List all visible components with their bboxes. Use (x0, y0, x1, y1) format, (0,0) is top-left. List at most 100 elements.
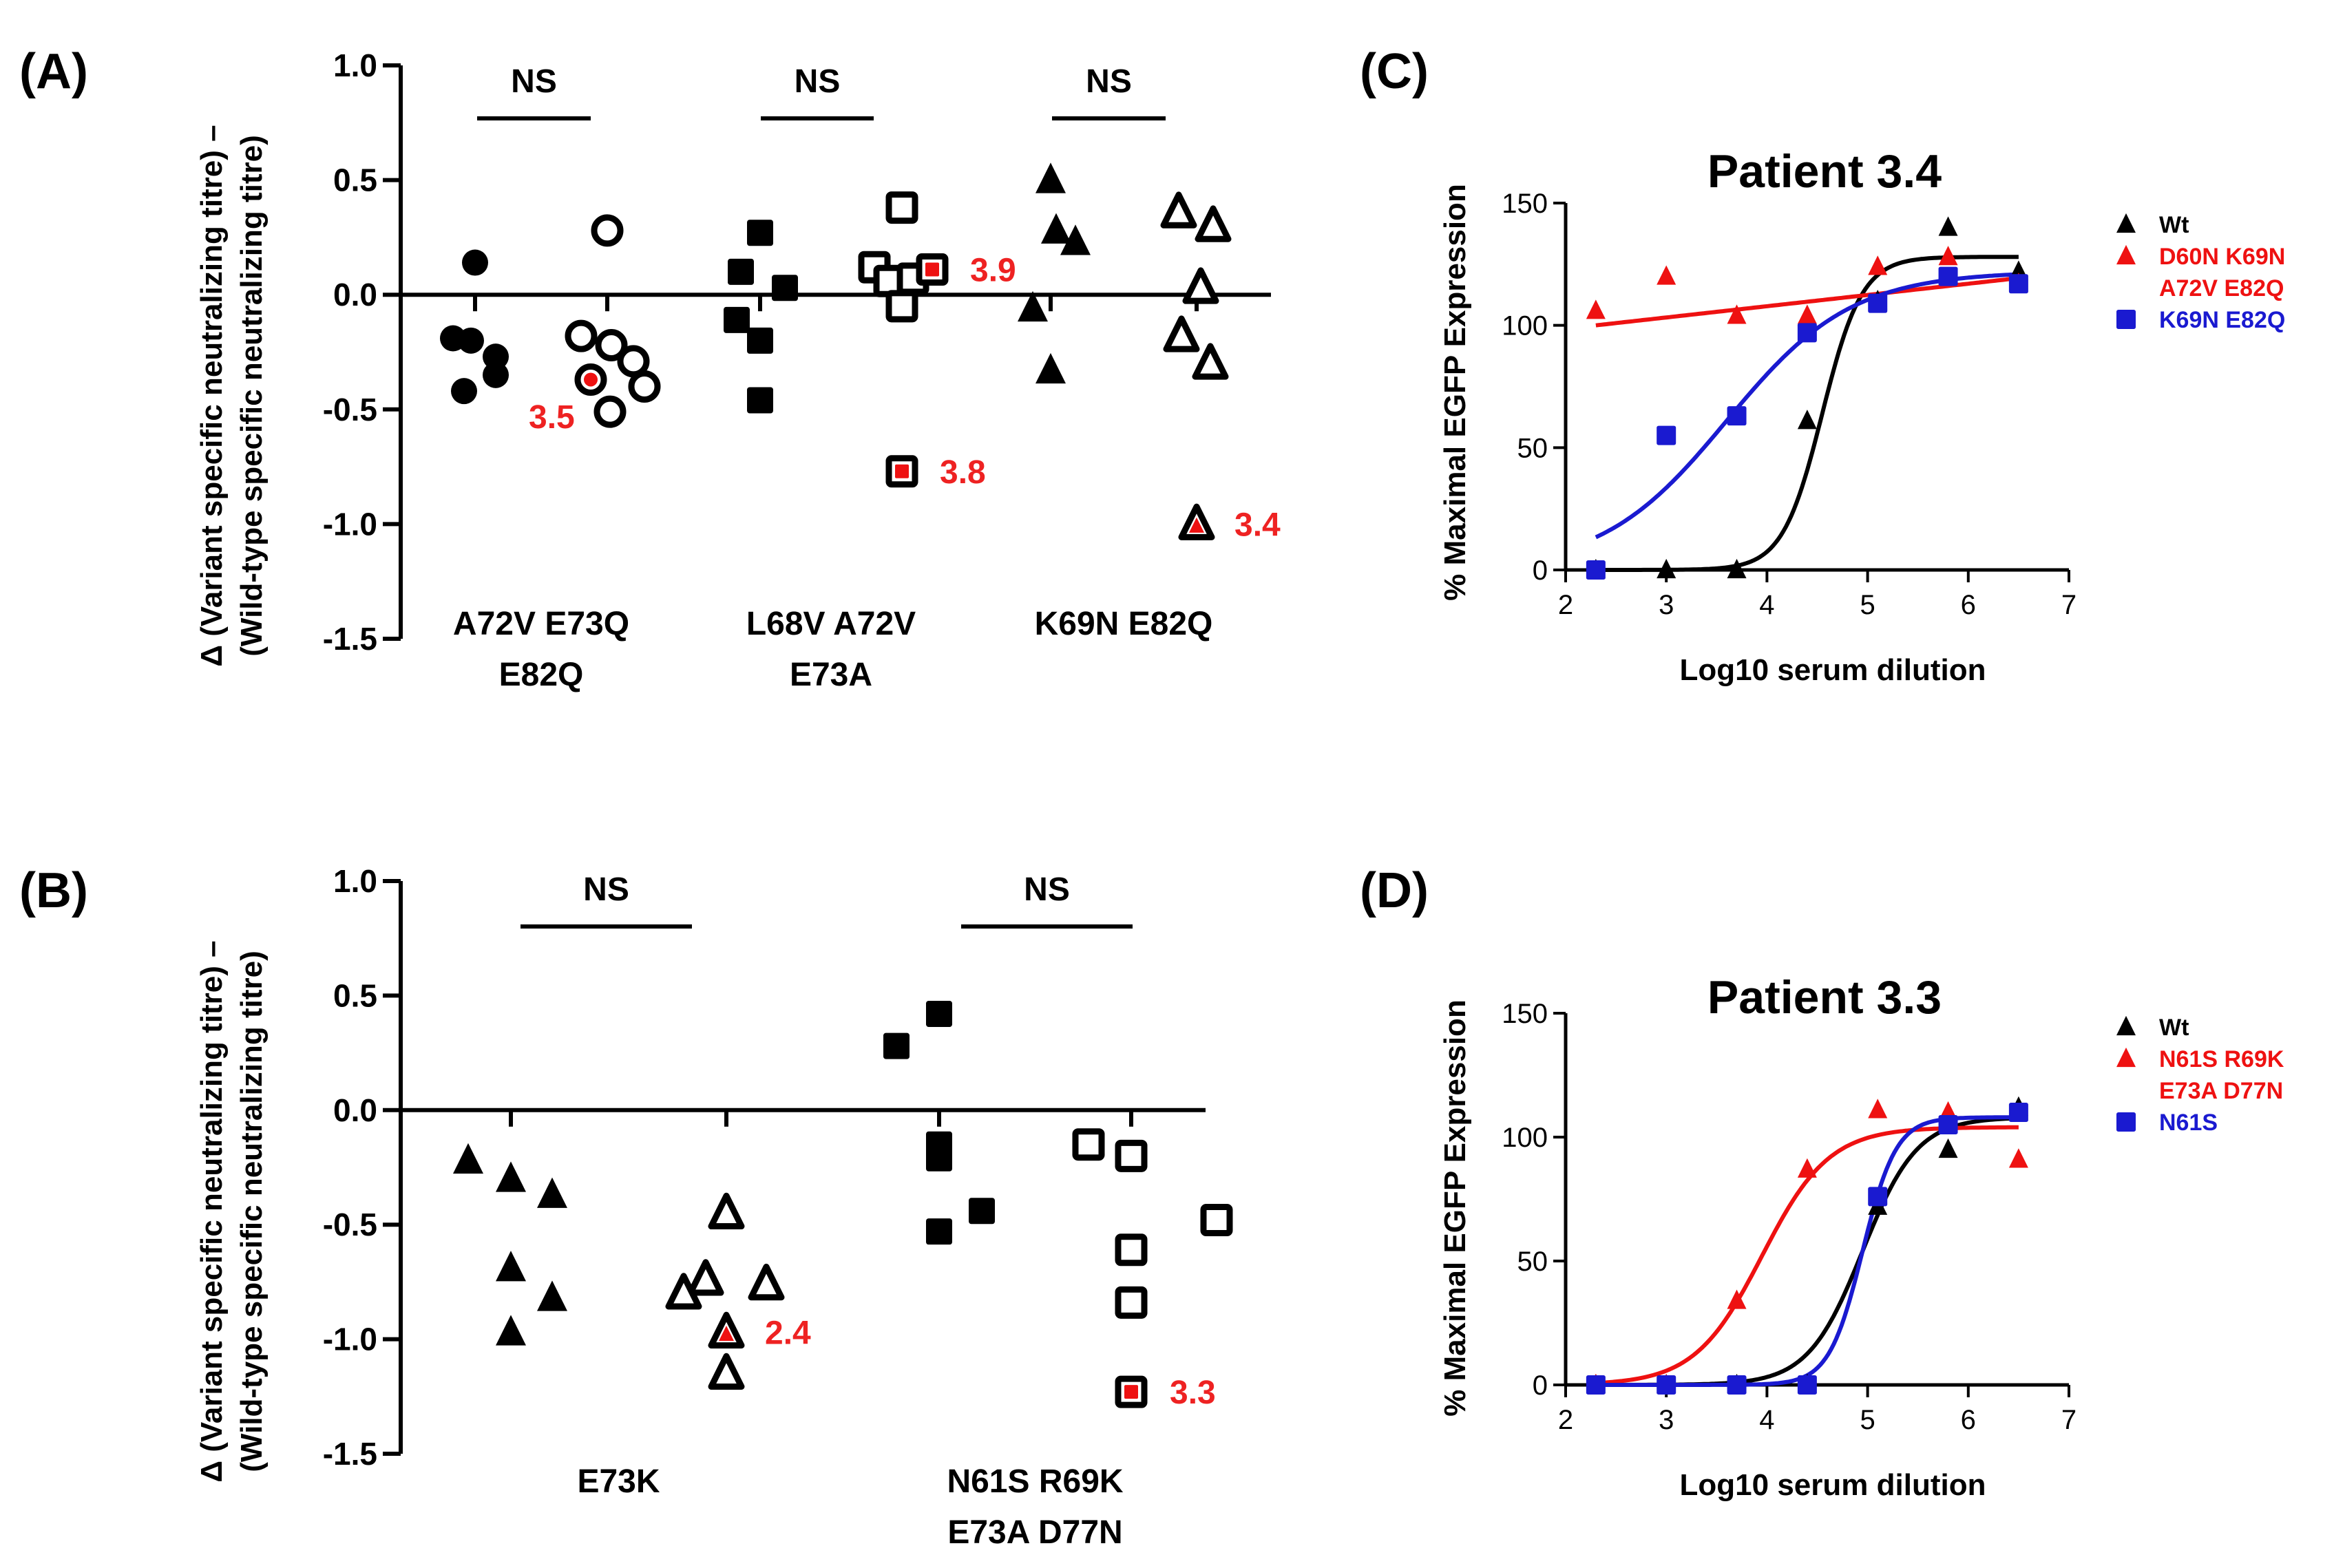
panel-a-ytick: -1.5 (323, 621, 377, 657)
panel-d-xtick: 5 (1860, 1405, 1875, 1435)
panel-d-axes (1553, 1012, 2070, 1397)
data-point (1727, 406, 1747, 426)
panel-c-xtick: 7 (2061, 590, 2077, 620)
data-point (1868, 1187, 1888, 1207)
panel-b-group-labels: E73K N61S R69K E73A D77N (577, 1463, 1123, 1551)
panel-c-y-ticks: 0 50 100 150 (1502, 189, 1548, 586)
data-point (1797, 1375, 1817, 1395)
data-point (1938, 216, 1958, 236)
panel-d: (D) Patient 3.3 % Maximal EGFP Expressio… (1360, 863, 2284, 1502)
data-point (537, 1177, 567, 1208)
data-point (1938, 246, 1958, 266)
panel-b: (B) Δ (Variant specific neutralizing tit… (19, 863, 1233, 1551)
legend-label: Wt (2159, 212, 2189, 238)
data-point (1586, 560, 1606, 580)
patient-label: 3.3 (1170, 1375, 1216, 1411)
data-point (1160, 191, 1197, 229)
data-point (1797, 304, 1817, 324)
legend-label: E73A D77N (2159, 1078, 2283, 1104)
panel-c-points (1586, 216, 2028, 580)
panel-d-xtick: 2 (1558, 1405, 1573, 1435)
legend-marker (2116, 310, 2136, 329)
panel-d-ytick: 50 (1517, 1247, 1548, 1277)
data-point (2008, 274, 2028, 294)
group-label: E73K (577, 1463, 660, 1500)
panel-c-x-ticks: 2 3 4 5 6 7 (1558, 590, 2077, 620)
data-point (537, 1280, 567, 1311)
panel-d-x-ticks: 2 3 4 5 6 7 (1558, 1405, 2077, 1435)
panel-c-xtick: 5 (1860, 590, 1875, 620)
group-label: A72V E73Q (453, 606, 629, 642)
legend-label: A72V E82Q (2159, 275, 2284, 301)
panel-a-group-labels: A72V E73Q E82Q L68V A72V E73A K69N E82Q (453, 606, 1212, 693)
data-point (708, 1192, 745, 1230)
data-point (1060, 224, 1091, 255)
legend-marker (2116, 1112, 2136, 1132)
panel-c-ytick: 100 (1502, 311, 1548, 341)
legend-label: K69N E82Q (2159, 307, 2285, 333)
data-point (969, 1198, 995, 1225)
panel-c-legend: Wt D60N K69N A72V E82Q K69N E82Q (2116, 212, 2285, 333)
data-point (595, 329, 628, 362)
data-point (1586, 299, 1606, 319)
panel-a-ytick: -0.5 (323, 392, 377, 427)
data-point (451, 378, 477, 405)
data-point (1727, 558, 1747, 579)
panel-c-ylabel: % Maximal EGFP Expression (1438, 184, 1472, 601)
data-point (1938, 1138, 1958, 1158)
panel-b-points (453, 1001, 1233, 1408)
legend-marker (2116, 1015, 2136, 1036)
data-point (1868, 1099, 1888, 1119)
data-point (1727, 1375, 1747, 1395)
panel-c: (C) Patient 3.4 % Maximal EGFP Expressio… (1360, 44, 2285, 687)
group-label: E73A (790, 657, 872, 693)
data-point (687, 1259, 724, 1296)
data-point (1727, 1289, 1747, 1309)
panel-d-ytick: 0 (1533, 1370, 1548, 1401)
group-label: E73A D77N (947, 1514, 1122, 1551)
legend-marker (2116, 213, 2136, 233)
panel-d-xtick: 7 (2061, 1405, 2077, 1435)
group-label: K69N E82Q (1035, 606, 1213, 642)
panel-b-ytick: -1.0 (323, 1322, 377, 1357)
data-point (496, 1161, 526, 1192)
panel-d-xtick: 3 (1659, 1405, 1674, 1435)
patient-label: 3.4 (1234, 507, 1281, 543)
panel-a-ytick: 1.0 (333, 47, 377, 83)
data-point (617, 345, 650, 378)
data-point (772, 275, 798, 301)
data-point (747, 327, 773, 354)
panel-a-ytick: 0.5 (333, 162, 377, 198)
panel-a-points (440, 162, 1232, 540)
data-point (1200, 1204, 1233, 1237)
data-point (708, 1353, 745, 1390)
data-point (496, 1315, 526, 1346)
data-point (926, 1145, 952, 1172)
panel-b-y-ticks: 1.0 0.5 0.0 -0.5 -1.0 -1.5 (323, 863, 377, 1472)
patient-label: 3.8 (940, 454, 986, 491)
panel-d-xtick: 4 (1759, 1405, 1774, 1435)
panel-b-ylabel-line1: Δ (Variant specific neutralizing titre) … (195, 940, 229, 1482)
legend-marker (2116, 244, 2136, 265)
data-point (1657, 425, 1676, 445)
panel-c-xlabel: Log10 serum dilution (1680, 653, 1986, 687)
panel-d-ylabel: % Maximal EGFP Expression (1438, 999, 1472, 1417)
legend-marker (2116, 1047, 2136, 1068)
panel-b-letter: (B) (19, 863, 88, 918)
data-point (483, 361, 509, 388)
panel-a-ylabel-line2: (Wild-type specific neutralizing titre) (235, 135, 269, 656)
data-point-highlight (1124, 1385, 1138, 1399)
data-point (1182, 267, 1219, 304)
patient-label: 3.9 (970, 253, 1016, 289)
data-point (453, 1143, 483, 1174)
data-point (1035, 162, 1066, 193)
panel-b-ytick: 1.0 (333, 863, 377, 899)
panel-d-letter: (D) (1360, 863, 1429, 918)
data-point (1163, 315, 1200, 352)
data-point (926, 1218, 952, 1245)
significance-label: NS (1024, 871, 1070, 908)
significance-label: NS (583, 871, 629, 908)
significance-label: NS (511, 63, 557, 100)
data-point (2008, 1103, 2028, 1122)
